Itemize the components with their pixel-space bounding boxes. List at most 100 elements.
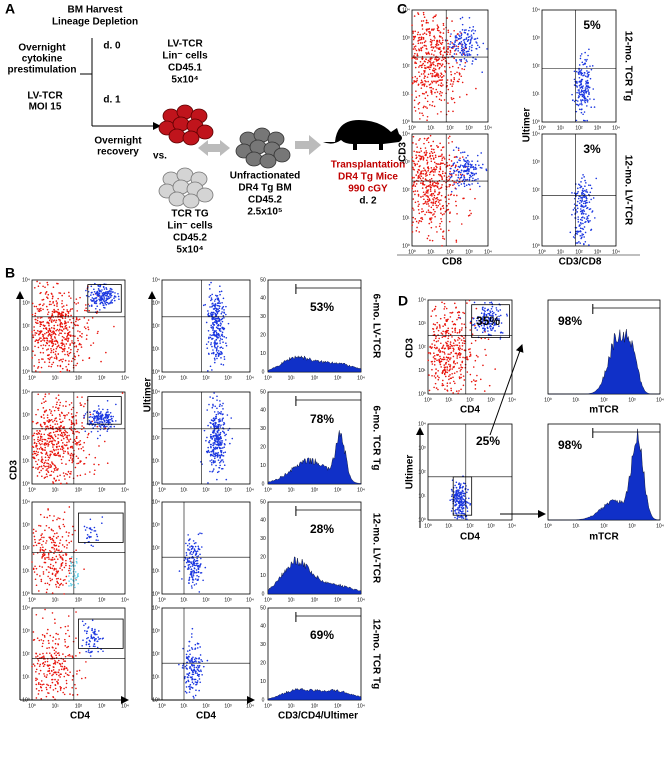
event-dot: [433, 167, 435, 169]
event-dot: [56, 328, 59, 331]
event-dot: [114, 292, 116, 294]
x-tick-label: 10²: [311, 597, 319, 603]
event-dot: [48, 303, 51, 306]
event-dot: [583, 236, 585, 238]
event-dot: [51, 558, 54, 561]
event-dot: [59, 418, 61, 420]
event-dot: [431, 155, 434, 157]
event-dot: [68, 476, 71, 478]
event-dot: [474, 58, 477, 60]
event-dot: [57, 643, 59, 645]
event-dot: [80, 447, 83, 450]
event-dot: [479, 166, 482, 169]
event-dot: [420, 20, 423, 22]
event-dot: [88, 295, 90, 298]
event-dot: [56, 342, 59, 344]
event-dot: [225, 433, 227, 436]
event-dot: [213, 321, 216, 323]
event-dot: [432, 201, 435, 203]
event-dot: [455, 174, 457, 176]
event-dot: [415, 220, 418, 223]
event-dot: [44, 561, 47, 564]
event-dot: [89, 415, 92, 418]
event-dot: [585, 220, 587, 223]
event-dot: [434, 68, 437, 71]
event-dot: [422, 203, 425, 205]
event-dot: [440, 99, 443, 102]
event-dot: [471, 166, 474, 168]
event-dot: [197, 571, 200, 574]
event-dot: [70, 452, 73, 455]
event-dot: [54, 642, 57, 645]
x-tick-label: 10⁴: [357, 703, 365, 709]
event-dot: [59, 676, 61, 678]
event-dot: [456, 168, 459, 171]
event-dot: [223, 317, 225, 319]
label: d. 1: [103, 95, 121, 106]
event-dot: [31, 357, 33, 359]
event-dot: [187, 658, 190, 660]
event-dot: [221, 338, 224, 341]
event-dot: [422, 106, 425, 109]
event-dot: [433, 196, 436, 199]
event-dot: [458, 72, 461, 74]
event-dot: [420, 175, 423, 178]
event-dot: [62, 554, 64, 556]
event-dot: [39, 351, 42, 354]
x-tick-label: 10¹: [180, 487, 188, 493]
event-dot: [57, 448, 59, 451]
event-dot: [452, 90, 454, 93]
event-dot: [469, 35, 471, 38]
event-dot: [41, 456, 43, 458]
event-dot: [52, 425, 54, 428]
event-dot: [200, 461, 202, 463]
event-dot: [464, 65, 466, 68]
event-dot: [575, 119, 578, 122]
event-dot: [47, 566, 50, 568]
event-dot: [52, 302, 54, 304]
event-dot: [221, 413, 224, 416]
x-tick-label: 10³: [465, 125, 473, 131]
event-dot: [49, 577, 51, 580]
event-dot: [436, 27, 439, 30]
event-dot: [87, 319, 90, 321]
event-dot: [442, 162, 444, 165]
event-dot: [571, 213, 573, 216]
event-dot: [463, 159, 466, 162]
event-dot: [585, 90, 588, 93]
event-dot: [39, 331, 42, 334]
event-dot: [460, 37, 463, 39]
event-dot: [446, 371, 449, 374]
event-dot: [38, 672, 40, 675]
event-dot: [194, 578, 197, 580]
event-dot: [67, 312, 70, 314]
event-dot: [579, 186, 581, 189]
event-dot: [586, 206, 589, 209]
event-dot: [71, 655, 74, 657]
event-dot: [97, 636, 100, 638]
event-dot: [63, 660, 65, 662]
event-dot: [109, 411, 112, 414]
event-dot: [190, 647, 193, 649]
event-dot: [192, 573, 195, 575]
row-label: 12-mo. TCR Tg: [622, 31, 633, 102]
y-tick-label: 10²: [532, 63, 540, 69]
event-dot: [418, 212, 421, 215]
event-dot: [60, 431, 63, 434]
event-dot: [587, 221, 590, 223]
event-dot: [445, 333, 447, 335]
event-dot: [429, 190, 432, 192]
event-dot: [468, 169, 470, 171]
event-dot: [105, 288, 108, 290]
event-dot: [44, 400, 47, 403]
event-dot: [64, 644, 67, 647]
event-dot: [92, 413, 94, 415]
event-dot: [72, 525, 74, 528]
event-dot: [63, 667, 65, 670]
event-dot: [218, 301, 220, 304]
x-tick-label: 10³: [334, 597, 342, 603]
event-dot: [71, 459, 73, 461]
event-dot: [573, 84, 576, 86]
event-dot: [471, 36, 473, 38]
event-dot: [416, 226, 418, 229]
